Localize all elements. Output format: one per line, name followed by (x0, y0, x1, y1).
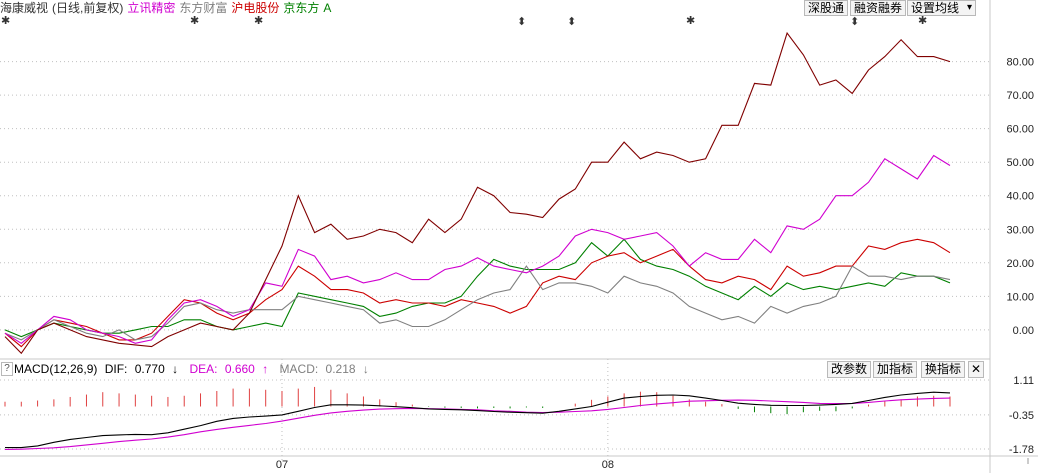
legend-item[interactable]: 立讯精密 (127, 1, 176, 15)
macd-value: 0.218 (325, 362, 356, 376)
down-arrow-icon: ↓ (172, 362, 179, 376)
legend-item[interactable]: 沪电股份 (231, 1, 280, 15)
macd-header: MACD(12,26,9) DIF: 0.770 ↓ DEA: 0.660 ↑ … (14, 360, 377, 378)
legend-item[interactable]: 京东方 (283, 1, 320, 15)
dif-line (5, 391, 951, 449)
updown-marker-icon: ⬍ (567, 15, 576, 28)
y-tick-label: 70.00 (1006, 90, 1034, 102)
series-line (4, 31, 951, 355)
dea-line (4, 397, 951, 451)
star-marker-icon: ✱ (686, 14, 695, 27)
macd-y-tick-label: -1.78 (1009, 444, 1034, 456)
dif-label: DIF: 0.770 ↓ (104, 362, 179, 376)
series-line (4, 238, 951, 348)
legend-item[interactable]: 东方财富 (179, 1, 228, 15)
margin-trading-button[interactable]: 融资融券 (850, 0, 907, 16)
set-ma-label: 设置均线 (911, 1, 960, 15)
help-icon[interactable]: ? (1, 362, 13, 376)
change-params-button[interactable]: 改参数 (827, 361, 872, 378)
y-tick-label: 80.00 (1006, 57, 1034, 69)
y-tick-label: 0.00 (1013, 325, 1034, 337)
series-line (4, 238, 951, 338)
legend-item[interactable]: 海康威视 (0, 1, 49, 15)
macd-label: MACD: 0.218 ↓ (279, 362, 369, 376)
y-tick-label: 60.00 (1006, 124, 1034, 136)
macd-y-tick-label: -0.35 (1009, 410, 1034, 422)
y-tick-label: 40.00 (1006, 191, 1034, 203)
legend-item[interactable]: A (323, 1, 332, 15)
add-indicator-button[interactable]: 加指标 (873, 361, 918, 378)
legend-item[interactable]: (日线,前复权) (52, 1, 124, 15)
star-marker-icon: ✱ (918, 14, 927, 27)
macd-y-tick-label: 1.11 (1013, 375, 1034, 387)
macd-title: MACD(12,26,9) (14, 362, 98, 376)
up-arrow-icon: ↑ (262, 362, 269, 376)
down-arrow-icon: ↓ (362, 362, 369, 376)
updown-marker-icon: ⬍ (850, 15, 859, 28)
dif-value: 0.770 (134, 362, 165, 376)
y-tick-label: 10.00 (1006, 291, 1034, 303)
close-icon[interactable]: ✕ (968, 361, 984, 378)
switch-indicator-button[interactable]: 换指标 (921, 361, 966, 378)
hk-connect-button[interactable]: 深股通 (804, 0, 849, 16)
y-tick-label: 30.00 (1006, 224, 1034, 236)
updown-marker-icon: ⬍ (517, 15, 526, 28)
series-line (4, 154, 951, 344)
star-marker-icon: ✱ (1, 14, 10, 27)
star-marker-icon: ✱ (254, 14, 263, 27)
x-tick-label: 08 (602, 459, 614, 471)
chevron-down-icon: ▾ (966, 2, 973, 13)
x-tick-label: 07 (276, 459, 288, 471)
dea-value: 0.660 (224, 362, 255, 376)
y-tick-label: 20.00 (1006, 258, 1034, 270)
star-marker-icon: ✱ (190, 14, 199, 27)
dea-label: DEA: 0.660 ↑ (189, 362, 269, 376)
series-line (4, 265, 951, 341)
legend-bar: 海康威视 (日线,前复权) 立讯精密 东方财富 沪电股份 京东方 A (0, 0, 335, 16)
set-ma-button[interactable]: 设置均线 ▾ (907, 0, 977, 16)
y-tick-label: 50.00 (1006, 157, 1034, 169)
